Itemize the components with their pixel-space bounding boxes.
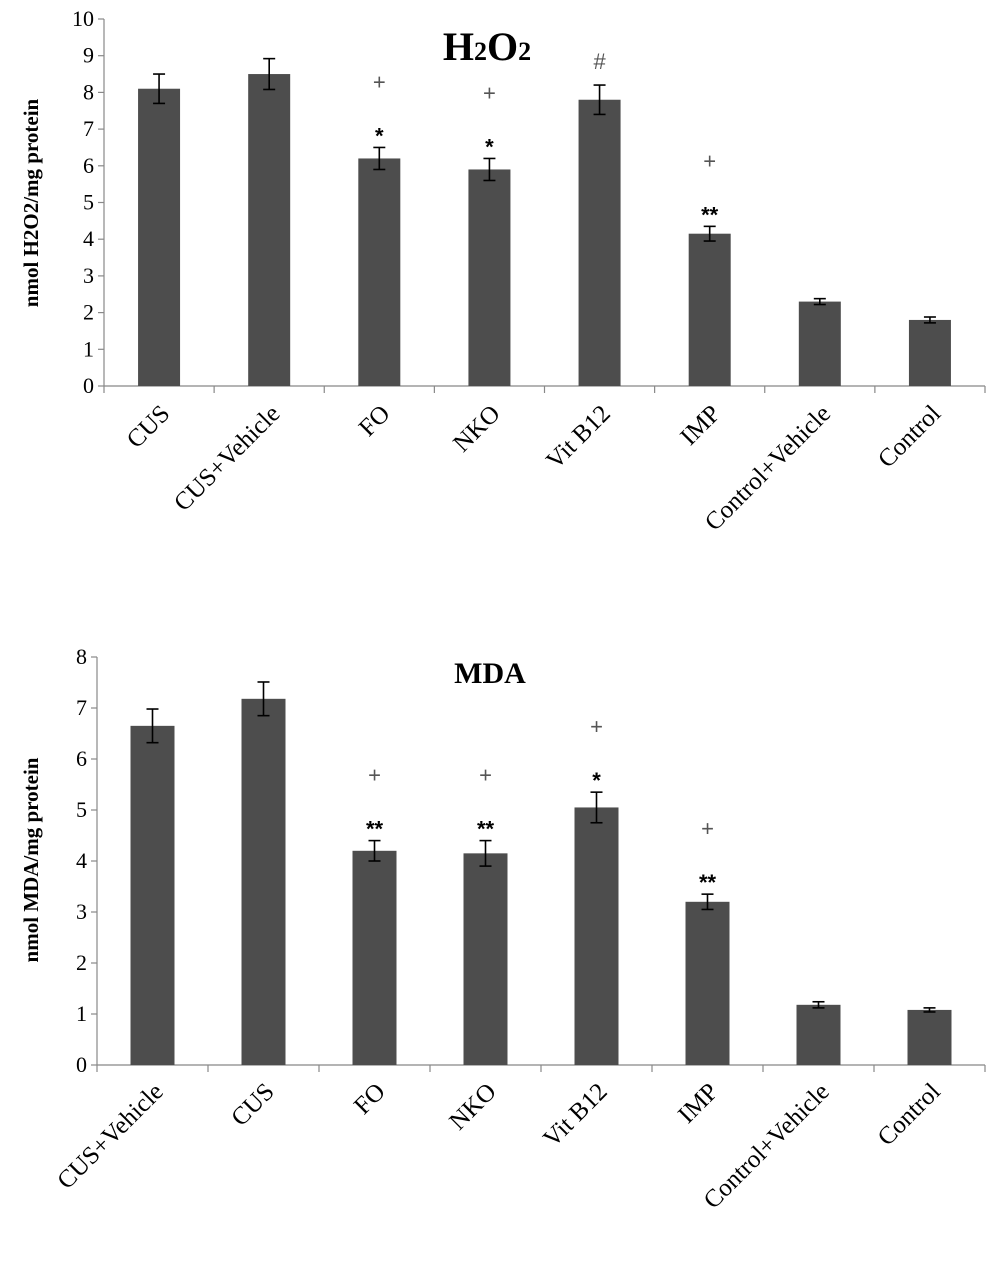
significance-mark: ** — [701, 202, 719, 227]
category-label: CUS — [122, 400, 175, 453]
y-tick-label: 0 — [76, 1052, 87, 1077]
bar — [798, 301, 841, 386]
mda-significance-marks: ** + ** + * + ** + — [366, 714, 717, 895]
significance-mark: ** — [477, 817, 495, 842]
y-tick-label: 5 — [76, 797, 87, 822]
mda-bars — [130, 681, 952, 1065]
y-tick-label: 9 — [83, 43, 94, 68]
bar — [907, 1009, 952, 1065]
y-tick-label: 10 — [72, 6, 94, 31]
significance-mark: * — [485, 134, 494, 159]
category-label: FO — [354, 400, 396, 442]
significance-mark: + — [368, 763, 381, 788]
y-tick-label: 5 — [83, 190, 94, 215]
h2o2-title-h: H — [443, 24, 474, 69]
y-tick-label: 1 — [83, 336, 94, 361]
bar — [685, 901, 730, 1065]
bar — [248, 74, 291, 387]
y-tick-label: 7 — [83, 116, 94, 141]
h2o2-title-sub2: 2 — [518, 37, 531, 66]
category-label: IMP — [673, 1078, 724, 1129]
mda-category-labels: CUS+Vehicle CUS FO NKO Vit B12 IMPControl+Veh… — [52, 1078, 945, 1214]
significance-mark: + — [483, 80, 496, 105]
significance-mark: + — [373, 69, 386, 94]
significance-mark: * — [375, 123, 384, 148]
bar — [138, 88, 181, 386]
y-tick-label: 1 — [76, 1001, 87, 1026]
y-tick-label: 3 — [83, 263, 94, 288]
h2o2-y-axis-title: nmol H2O2/mg protein — [19, 98, 43, 307]
h2o2-significance-marks: * + * + # ** + — [373, 49, 719, 227]
mda-y-axis-title: nmol MDA/mg protein — [19, 757, 43, 962]
y-tick-label: 6 — [83, 153, 94, 178]
h2o2-bars — [138, 57, 951, 387]
y-tick-label: 2 — [83, 300, 94, 325]
mda-chart: nmol MDA/mg protein MDA 0 1 2 3 4 5 6 7 8 CUS+Ve… — [19, 644, 986, 1214]
bar — [578, 99, 621, 387]
bar — [796, 1004, 841, 1065]
y-tick-label: 4 — [83, 226, 94, 251]
category-label: CUS+Vehicle — [169, 400, 285, 516]
bar — [241, 698, 286, 1065]
category-label: CUS — [226, 1078, 279, 1131]
category-label: Control — [873, 1078, 946, 1151]
category-label: FO — [349, 1078, 391, 1120]
bar — [574, 807, 619, 1065]
category-label: NKO — [448, 400, 505, 457]
category-label: NKO — [444, 1078, 501, 1135]
y-tick-label: 8 — [76, 644, 87, 669]
y-tick-label: 4 — [76, 848, 87, 873]
category-label: Vit B12 — [541, 400, 616, 475]
category-label: Vit B12 — [538, 1078, 613, 1153]
bar — [908, 319, 951, 386]
significance-mark: # — [593, 49, 606, 74]
bar — [468, 169, 511, 386]
category-label: IMP — [675, 400, 726, 451]
significance-mark: + — [590, 714, 603, 739]
y-tick-label: 8 — [83, 79, 94, 104]
significance-mark: ** — [366, 817, 384, 842]
h2o2-title-sub1: 2 — [474, 37, 487, 66]
h2o2-title-o: O — [487, 24, 518, 69]
y-tick-label: 3 — [76, 899, 87, 924]
significance-mark: + — [703, 148, 716, 173]
category-label: Control — [873, 400, 946, 473]
significance-mark: + — [701, 816, 714, 841]
y-tick-label: 6 — [76, 746, 87, 771]
significance-mark: ** — [699, 870, 717, 895]
significance-mark: * — [592, 768, 601, 793]
y-tick-label: 0 — [83, 373, 94, 398]
bar — [130, 725, 175, 1065]
y-tick-label: 7 — [76, 695, 87, 720]
mda-chart-title: MDA — [454, 657, 526, 690]
bar — [688, 233, 731, 386]
mda-y-ticks: 0 1 2 3 4 5 6 7 8 — [76, 644, 986, 1077]
bar — [358, 158, 401, 386]
y-tick-label: 2 — [76, 950, 87, 975]
h2o2-chart-title: H2O2 — [443, 24, 531, 69]
category-label: CUS+Vehicle — [52, 1078, 168, 1194]
bar — [352, 850, 397, 1065]
bar — [463, 853, 508, 1065]
significance-mark: + — [479, 763, 492, 788]
